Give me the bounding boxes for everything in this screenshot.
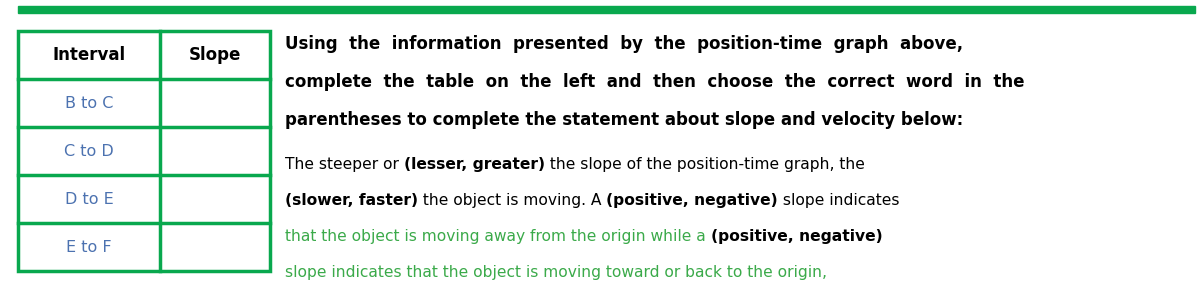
Text: the slope of the position-time graph, the: the slope of the position-time graph, th… bbox=[545, 157, 865, 172]
Bar bbox=[18, 6, 1195, 13]
Text: B to C: B to C bbox=[65, 96, 113, 110]
Bar bbox=[18, 31, 270, 271]
Text: that the object is moving away from the origin while a: that the object is moving away from the … bbox=[286, 229, 710, 244]
Text: Slope: Slope bbox=[188, 46, 241, 64]
Text: (positive, negative): (positive, negative) bbox=[710, 229, 882, 244]
Text: slope indicates: slope indicates bbox=[779, 193, 900, 208]
Text: complete  the  table  on  the  left  and  then  choose  the  correct  word  in  : complete the table on the left and then … bbox=[286, 73, 1025, 91]
Text: slope indicates that the object is moving toward or back to the origin,: slope indicates that the object is movin… bbox=[286, 265, 827, 280]
Text: D to E: D to E bbox=[65, 192, 113, 206]
Text: parentheses to complete the statement about slope and velocity below:: parentheses to complete the statement ab… bbox=[286, 111, 964, 129]
Text: The steeper or: The steeper or bbox=[286, 157, 403, 172]
Text: (positive, negative): (positive, negative) bbox=[606, 193, 779, 208]
Text: (slower, faster): (slower, faster) bbox=[286, 193, 418, 208]
Text: E to F: E to F bbox=[66, 239, 112, 255]
Text: C to D: C to D bbox=[64, 143, 114, 159]
Text: Interval: Interval bbox=[53, 46, 126, 64]
Text: Using  the  information  presented  by  the  position-time  graph  above,: Using the information presented by the p… bbox=[286, 35, 964, 53]
Text: (lesser, greater): (lesser, greater) bbox=[403, 157, 545, 172]
Text: the object is moving. A: the object is moving. A bbox=[418, 193, 606, 208]
